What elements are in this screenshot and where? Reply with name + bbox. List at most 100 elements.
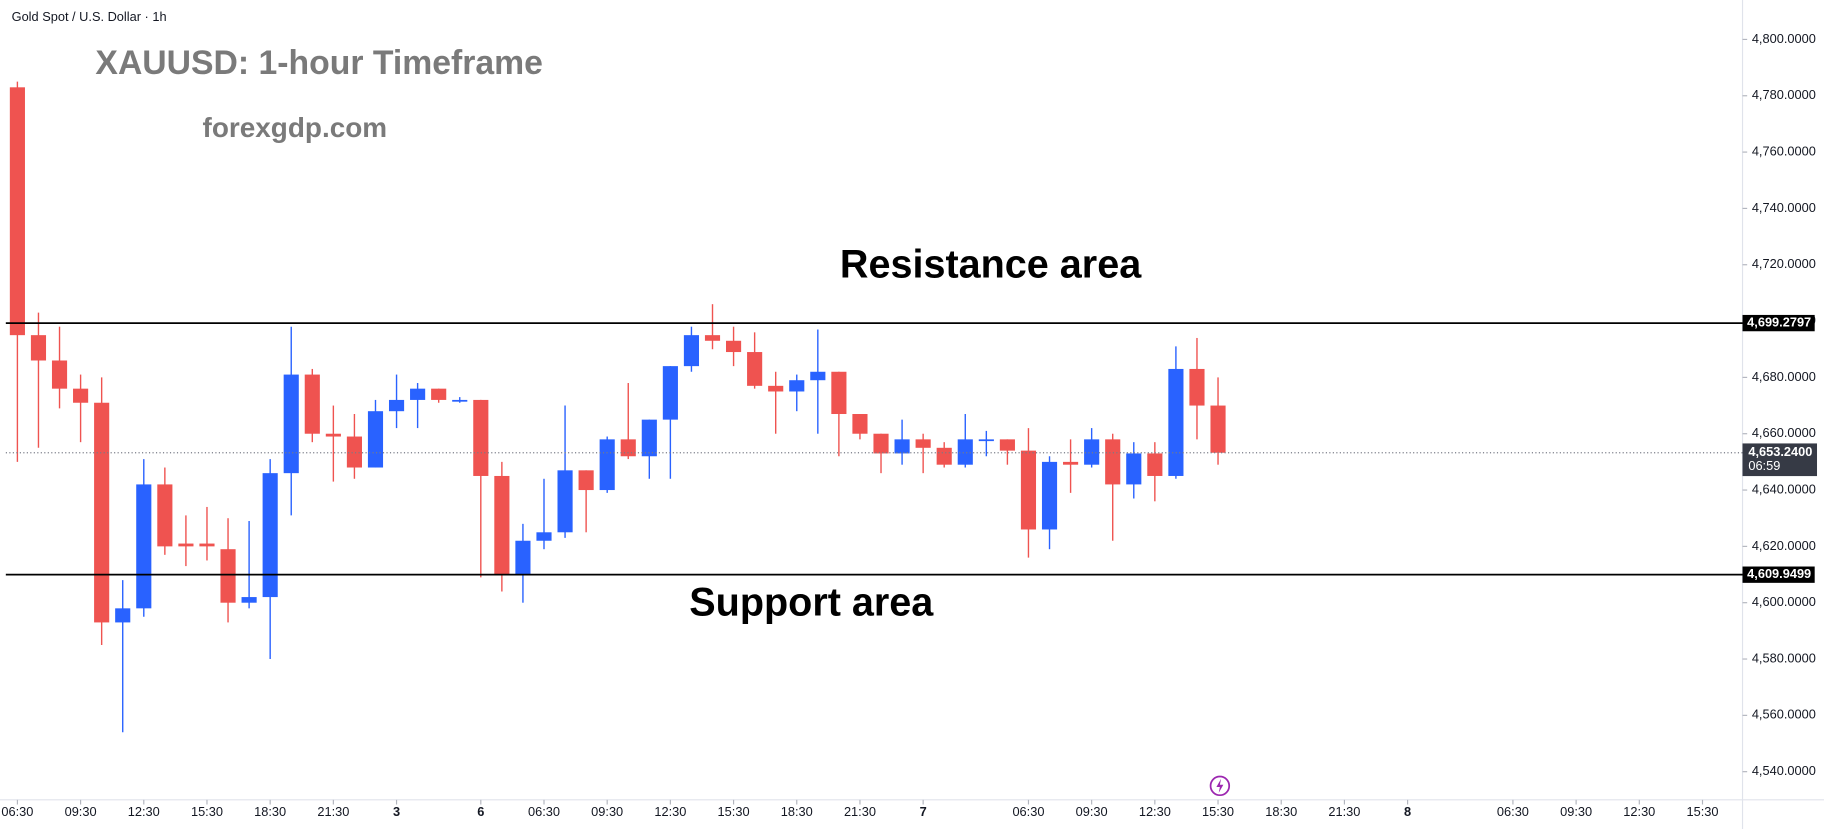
candle-body (831, 371, 847, 415)
candle-body (494, 475, 510, 575)
x-tick-label: 6 (477, 804, 484, 819)
candle-body (431, 388, 447, 400)
candle-body (852, 414, 868, 434)
chart-header: Gold Spot / U.S. Dollar · 1h (12, 9, 167, 24)
y-tick-label: 4,620.0000 (1752, 538, 1816, 553)
candle-body (641, 419, 657, 457)
candle-body (726, 340, 742, 353)
x-tick-label: 18:30 (254, 804, 286, 819)
candle-body (1041, 461, 1058, 530)
candle-body (936, 447, 952, 465)
x-tick-label: 09:30 (65, 804, 97, 819)
candle-body (894, 439, 910, 454)
x-tick-label: 21:30 (1328, 804, 1360, 819)
x-tick-label: 15:30 (1686, 804, 1718, 819)
x-tick-label: 06:30 (1497, 804, 1529, 819)
candle-body (1147, 453, 1163, 476)
x-tick-label: 06:30 (1012, 804, 1044, 819)
x-tick-label: 15:30 (191, 804, 223, 819)
level-tag (1742, 566, 1815, 583)
candle-body (388, 399, 405, 412)
candle-body (9, 87, 25, 336)
candle-body (915, 439, 931, 448)
candle-body (999, 439, 1015, 451)
y-tick-label: 4,560.0000 (1752, 707, 1816, 722)
y-tick-label: 4,580.0000 (1752, 650, 1816, 665)
x-tick-label: 09:30 (1560, 804, 1592, 819)
y-tick-label: 4,540.0000 (1752, 763, 1816, 778)
candle-body (662, 366, 678, 420)
y-tick-label: 4,760.0000 (1752, 143, 1816, 158)
level-tag-label: 4,699.2797 (1747, 314, 1811, 329)
y-tick-label: 4,740.0000 (1752, 200, 1816, 215)
candle-body (241, 597, 257, 603)
candle-body (1210, 405, 1226, 453)
y-tick-label: 4,780.0000 (1752, 87, 1816, 102)
candle-body (1105, 439, 1121, 485)
x-tick-label: 09:30 (591, 804, 623, 819)
x-tick-label: 8 (1404, 804, 1411, 819)
x-tick-label: 7 (920, 804, 927, 819)
chart-title: XAUUSD: 1-hour Timeframe (95, 44, 542, 82)
candle-body (304, 374, 320, 434)
candle-body (536, 532, 552, 541)
candle-body (957, 439, 973, 465)
candle-body (768, 385, 784, 392)
candle-body (873, 433, 889, 454)
y-tick-label: 4,600.0000 (1752, 594, 1816, 609)
candle-body (978, 439, 994, 442)
candle-body (1126, 453, 1142, 485)
candle-body (1020, 450, 1037, 530)
candle-body (346, 436, 362, 468)
candle-body (747, 352, 763, 386)
price-tag (1742, 443, 1818, 477)
price-countdown: 06:59 (1748, 458, 1780, 473)
candle-body (557, 470, 573, 533)
alert-icon[interactable] (1209, 775, 1231, 797)
candle-body (578, 470, 594, 491)
candle-body (325, 433, 341, 437)
x-tick-label: 12:30 (1139, 804, 1171, 819)
candle-body (704, 335, 721, 341)
y-tick-label: 4,800.0000 (1752, 31, 1816, 46)
x-tick-label: 3 (393, 804, 400, 819)
candle-body (94, 402, 110, 623)
candle-body (1168, 368, 1184, 476)
candle-body (30, 335, 47, 361)
candle-body (136, 484, 152, 609)
candle-body (178, 543, 194, 547)
x-tick-label: 18:30 (1265, 804, 1297, 819)
candle-body (283, 374, 299, 474)
y-tick-label: 4,680.0000 (1752, 369, 1816, 384)
candle-body (1063, 461, 1079, 465)
candle-body (620, 439, 636, 457)
candle-body (1084, 439, 1100, 465)
annotation: Support area (689, 580, 934, 624)
x-tick-label: 06:30 (1, 804, 33, 819)
candle-body (410, 388, 426, 400)
candle-body (599, 439, 615, 491)
x-tick-label: 15:30 (1202, 804, 1234, 819)
candle-body (789, 380, 805, 392)
candle-body (473, 399, 489, 476)
x-tick-label: 06:30 (528, 804, 560, 819)
level-tag (1742, 314, 1815, 332)
price-tag-label: 4,653.2400 (1748, 444, 1812, 459)
candle-body (810, 371, 826, 381)
x-tick-label: 18:30 (781, 804, 813, 819)
x-tick-label: 12:30 (1623, 804, 1655, 819)
level-tag-label: 4,609.9499 (1747, 566, 1811, 581)
candle-body (262, 473, 278, 598)
candle-body (220, 549, 236, 603)
candle-body (199, 543, 215, 547)
y-tick-label: 4,660.0000 (1752, 425, 1816, 440)
candle-body (73, 388, 89, 403)
candle-body (157, 484, 173, 547)
x-tick-label: 15:30 (718, 804, 750, 819)
x-tick-label: 21:30 (317, 804, 349, 819)
y-tick-label: 4,720.0000 (1752, 256, 1816, 271)
candle-body (51, 360, 68, 389)
candle-body (515, 540, 531, 575)
x-tick-label: 21:30 (844, 804, 876, 819)
